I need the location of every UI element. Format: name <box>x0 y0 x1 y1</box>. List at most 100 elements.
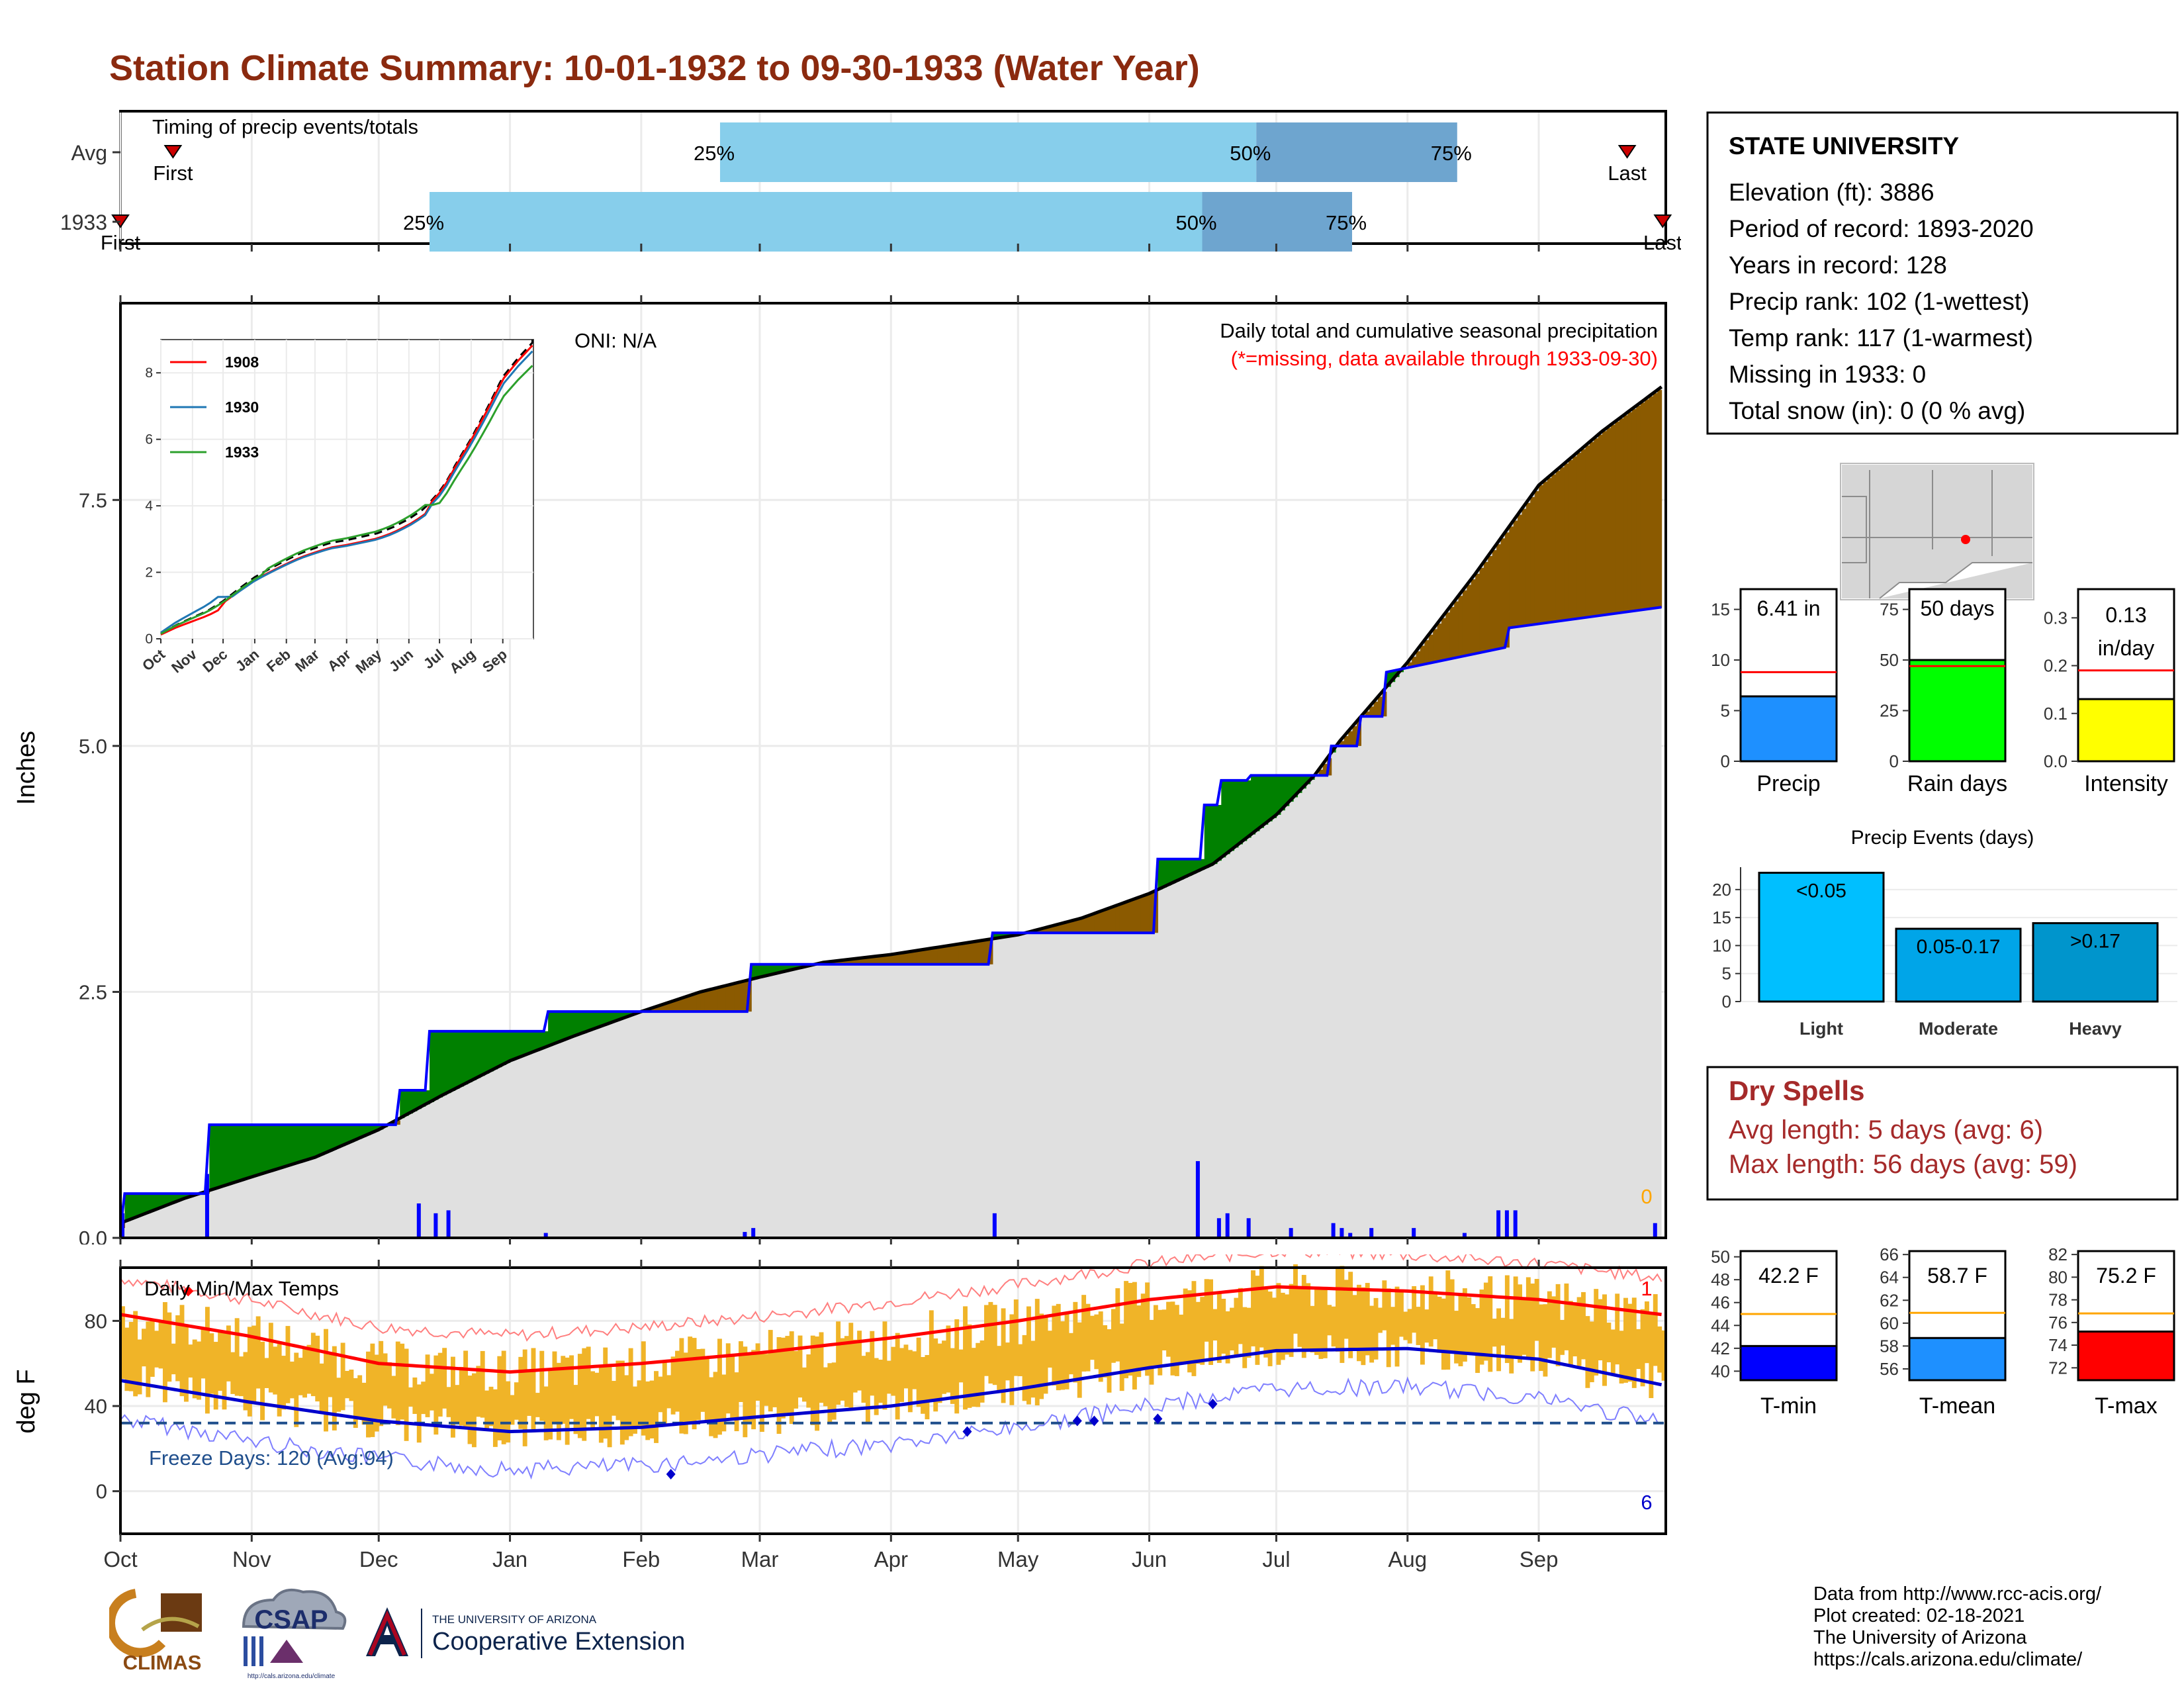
precip-departure-segment <box>1636 406 1641 611</box>
climas-logo-text: CLIMAS <box>123 1651 202 1674</box>
precip-departure-segment <box>1289 775 1294 802</box>
daily-temp-bar <box>1467 1297 1472 1354</box>
daily-temp-bar <box>1048 1331 1052 1368</box>
events-y-tick-label: 10 <box>1712 935 1731 955</box>
daily-temp-bar <box>1361 1287 1366 1366</box>
precip-departure-segment <box>1576 452 1582 619</box>
precip-departure-segment <box>1623 415 1629 613</box>
daily-temp-bar <box>1449 1279 1455 1351</box>
daily-precip-bar <box>1412 1228 1416 1238</box>
precip-departure-segment <box>709 990 714 1012</box>
event-bar-moderate <box>1895 927 2022 1003</box>
summary-bar-2 <box>2077 698 2175 763</box>
precip-departure-segment <box>759 964 764 978</box>
daily-temp-bar <box>1407 1309 1412 1344</box>
precip-departure-segment <box>251 1125 257 1177</box>
precip-departure-segment <box>1475 573 1480 654</box>
precip-departure-segment <box>345 1125 350 1145</box>
daily-temp-bar <box>569 1355 574 1419</box>
temp-summary-value: 42.2 F <box>1758 1264 1819 1288</box>
daily-precip-bar <box>1195 1161 1200 1238</box>
freeze-days: Freeze Days: 120 (Avg:94) <box>149 1446 394 1470</box>
daily-temp-bar <box>179 1305 185 1397</box>
temp-summary-tick-label: 78 <box>2048 1290 2068 1310</box>
precip-departure-segment <box>958 944 964 964</box>
daily-temp-bar <box>1089 1315 1095 1360</box>
precip-departure-segment <box>1340 741 1345 746</box>
precip-departure-segment <box>1052 925 1057 933</box>
temp-summary-tick-label: 72 <box>2048 1358 2068 1378</box>
dry-spells-box: Dry Spells Avg length: 5 days (avg: 6) M… <box>1706 1066 2179 1201</box>
precip-departure-segment <box>739 982 743 1012</box>
precip-departure-segment <box>264 1125 269 1173</box>
temp-summary-tick-label: 48 <box>1711 1270 1730 1289</box>
precip-departure-segment <box>565 1011 570 1040</box>
precip-departure-segment <box>141 1194 146 1215</box>
daily-precip-bar <box>1513 1210 1518 1238</box>
daily-temp-bar <box>1018 1344 1023 1376</box>
summary-bar-value: 50 days <box>1920 596 1994 620</box>
daily-temp-bar <box>234 1318 240 1396</box>
precip-departure-segment <box>1390 671 1396 682</box>
daily-temp-bar <box>1094 1314 1099 1370</box>
daily-temp-bar <box>146 1321 151 1397</box>
precip-departure-segment <box>1001 933 1006 938</box>
daily-temp-bar <box>700 1348 705 1412</box>
daily-temp-bar <box>488 1386 494 1427</box>
precip-departure-segment <box>370 1125 375 1134</box>
daily-temp-bar <box>1034 1299 1040 1406</box>
daily-temp-bar <box>1509 1319 1514 1374</box>
precip-departure-segment <box>349 1125 354 1143</box>
precip-departure-segment <box>1424 640 1430 665</box>
daily-temp-bar <box>789 1331 794 1425</box>
daily-temp-bar <box>324 1329 328 1432</box>
daily-temp-bar <box>154 1331 159 1368</box>
daily-temp-bar <box>1306 1283 1311 1351</box>
precip-departure-segment <box>1606 428 1612 615</box>
daily-temp-bar <box>531 1348 536 1432</box>
daily-temp-bar <box>1433 1293 1438 1340</box>
precip-departure-segment <box>1107 909 1112 933</box>
month-label: Dec <box>359 1547 398 1571</box>
daily-temp-bar <box>1246 1307 1251 1358</box>
precip-departure-segment <box>577 1011 582 1035</box>
daily-temp-bar <box>484 1390 490 1431</box>
daily-precip-bar <box>543 1233 548 1238</box>
precip-departure-segment <box>696 993 702 1012</box>
daily-temp-bar <box>1598 1299 1603 1361</box>
precip-departure-segment <box>1386 672 1391 687</box>
daily-temp-bar <box>1543 1304 1548 1377</box>
temp-summary-value: 75.2 F <box>2096 1264 2156 1288</box>
daily-temp-bar <box>1479 1289 1484 1365</box>
daily-temp-bar <box>1369 1305 1375 1363</box>
precip-departure-segment <box>1619 418 1624 613</box>
daily-temp-bar <box>696 1349 701 1421</box>
daily-temp-bar <box>1653 1294 1658 1366</box>
month-label: Nov <box>232 1547 271 1571</box>
temp-summary-bar-1 <box>1908 1336 2007 1382</box>
daily-temp-bar <box>704 1358 709 1421</box>
precip-departure-segment <box>1272 775 1277 818</box>
precip-departure-segment <box>971 942 976 964</box>
precip-departure-segment <box>1200 859 1205 870</box>
precip-departure-segment <box>1467 585 1472 656</box>
precip-departure-segment <box>675 1000 680 1012</box>
daily-temp-bar <box>1492 1318 1497 1347</box>
daily-temp-bar <box>133 1311 138 1397</box>
daily-temp-bar <box>1267 1291 1273 1366</box>
precip-departure-segment <box>298 1125 303 1163</box>
daily-temp-bar <box>1191 1281 1197 1376</box>
precip-departure-segment <box>619 1011 625 1019</box>
daily-temp-bar <box>633 1386 637 1434</box>
daily-temp-bar <box>615 1360 621 1421</box>
daily-temp-bar <box>1331 1306 1336 1347</box>
precip-departure-segment <box>446 1031 451 1094</box>
precip-departure-segment <box>154 1194 159 1210</box>
daily-temp-bar <box>1365 1283 1370 1356</box>
precip-departure-segment <box>679 999 684 1012</box>
daily-temp-bar <box>205 1307 210 1414</box>
daily-temp-bar <box>1064 1313 1069 1389</box>
daily-temp-bar <box>823 1367 828 1407</box>
daily-temp-bar <box>658 1376 663 1413</box>
